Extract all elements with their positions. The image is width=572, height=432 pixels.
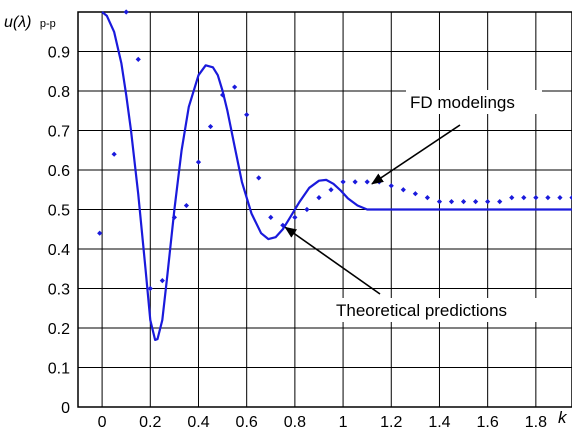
series-marker-fd [111, 151, 117, 157]
annotation-arrow [371, 124, 461, 185]
series-layer [97, 9, 572, 341]
series-marker-fd [521, 195, 527, 201]
x-tick-label: 0.4 [187, 414, 209, 431]
series-marker-fd [424, 195, 431, 201]
series-marker-fd [232, 84, 238, 90]
series-marker-fd [135, 56, 141, 62]
y-tick-label: 0.3 [48, 282, 70, 299]
annotations-layer: FD modelings Theoretical predictions [284, 90, 552, 322]
series-marker-fd [171, 214, 177, 220]
series-marker-fd [183, 202, 190, 209]
x-tick-label: 0 [98, 414, 107, 431]
series-marker-fd [352, 179, 358, 185]
y-tick-label: 0.5 [48, 203, 70, 220]
y-tick-label: 0.4 [48, 242, 70, 259]
y-tick-label: 0.2 [48, 321, 70, 338]
x-tick-label: 0.2 [139, 414, 161, 431]
x-tick-label: 0.8 [284, 414, 306, 431]
x-axis-label: k [558, 408, 568, 427]
series-marker-fd [97, 230, 103, 236]
series-marker-fd [340, 179, 346, 185]
x-tick-label: 1.6 [477, 414, 499, 431]
series-marker-fd [304, 206, 310, 213]
annotation-box [332, 298, 552, 322]
x-tick-label: 1 [339, 414, 348, 431]
y-axis-label-sub: p-p [40, 18, 56, 30]
y-tick-label: 0.7 [48, 124, 70, 141]
y-tick-label: 0.1 [48, 361, 70, 378]
series-marker-fd [244, 112, 250, 118]
series-marker-fd [497, 199, 503, 205]
y-axis-label: u(λ) p-p [4, 14, 56, 31]
series-marker-fd [195, 159, 202, 165]
series-marker-fd [316, 195, 322, 201]
series-marker-fd [436, 199, 443, 205]
series-marker-fd [545, 195, 551, 201]
series-marker-fd [147, 285, 153, 292]
series-marker-fd [364, 179, 370, 185]
series-marker-fd [268, 214, 274, 220]
y-tick-label: 0.6 [48, 163, 70, 180]
series-marker-fd [509, 195, 515, 201]
x-tick-label: 0.6 [236, 414, 258, 431]
annotation-label: FD modelings [410, 93, 515, 112]
series-marker-fd [448, 199, 455, 205]
series-marker-fd [123, 9, 129, 15]
series-marker-fd [473, 199, 479, 205]
annotation-box [406, 90, 542, 114]
annotation-arrow [284, 226, 381, 295]
series-marker-fd [292, 214, 298, 220]
annotation-label: Theoretical predictions [336, 301, 507, 320]
x-tick-label: 1.2 [380, 414, 402, 431]
series-line-theoretical [101, 11, 572, 341]
series-marker-fd [159, 278, 165, 284]
series-marker-fd [280, 222, 286, 228]
series-marker-fd [460, 199, 467, 205]
series-marker-fd [557, 195, 563, 201]
x-axis-ticks: 0 0.2 0.4 0.6 0.8 1 1.2 1.4 1.6 1.8 [98, 414, 547, 431]
series-marker-fd [219, 92, 226, 98]
series-marker-fd [400, 187, 406, 193]
y-axis-ticks: 0 0.1 0.2 0.3 0.4 0.5 0.6 0.7 0.8 0.9 [48, 45, 70, 418]
y-axis-label-main: u(λ) [4, 14, 31, 31]
series-marker-fd [328, 187, 334, 193]
x-tick-label: 1.8 [525, 414, 547, 431]
series-marker-fd [256, 175, 262, 181]
y-tick-label: 0.9 [48, 45, 70, 62]
x-tick-label: 1.4 [428, 414, 450, 431]
y-tick-label: 0 [61, 400, 70, 417]
y-tick-label: 0.8 [48, 84, 70, 101]
series-marker-fd [207, 123, 214, 130]
series-marker-fd [485, 199, 491, 205]
series-marker-fd [412, 191, 418, 197]
series-marker-fd [533, 195, 539, 201]
series-marker-fd [569, 195, 572, 201]
series-marker-fd [388, 183, 394, 189]
